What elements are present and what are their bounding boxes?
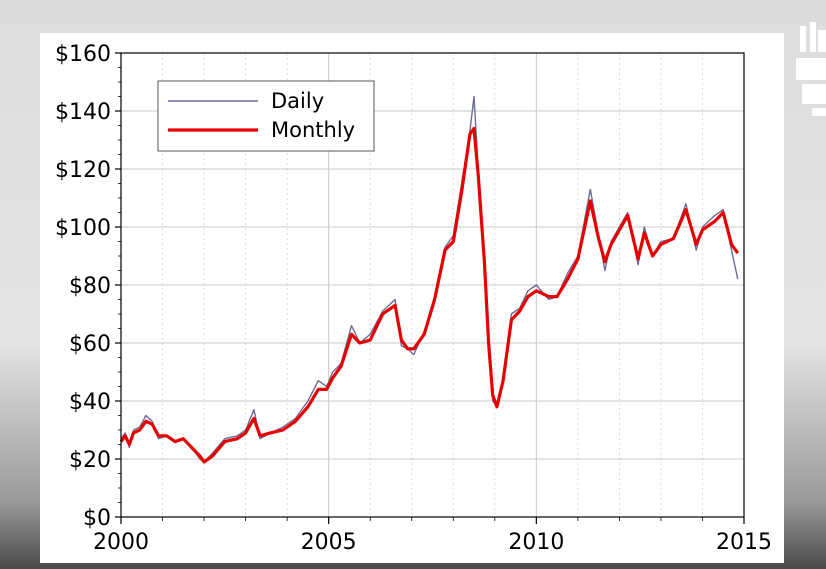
y-tick-label: $120: [55, 158, 111, 183]
y-tick-label: $80: [69, 274, 111, 299]
legend-label-monthly: Monthly: [271, 118, 355, 142]
x-tick-label: 2015: [716, 530, 772, 555]
y-tick-label: $20: [69, 448, 111, 473]
channel-logo-icon: [796, 22, 826, 116]
x-tick-label: 2005: [301, 530, 357, 555]
price-chart: $0$20$40$60$80$100$120$140$160 2000 2005 2…: [55, 42, 772, 555]
legend: Daily Monthly: [157, 80, 375, 152]
y-tick-label: $0: [83, 506, 111, 531]
tick-marks: [115, 52, 745, 524]
series-layer: [119, 95, 740, 464]
x-tick-labels: 2000 2005 2010 2015: [93, 530, 772, 555]
legend-label-daily: Daily: [271, 89, 324, 113]
legend-box: [157, 80, 375, 152]
y-tick-label: $60: [69, 332, 111, 357]
y-tick-labels: $0 $20 $40 $60 $80 $100 $120 $140 $160: [55, 42, 111, 531]
y-tick-label: $140: [55, 100, 111, 125]
chart-card: $0 $20 $40 $60 $80 $100 $120 $140 $160 2000 2005 2…: [40, 33, 784, 563]
x-tick-label: 2000: [93, 530, 149, 555]
y-tick-label: $160: [55, 42, 111, 67]
y-tick-label: $100: [55, 216, 111, 241]
series-line-monthly: [119, 126, 740, 464]
x-tick-label: 2010: [508, 530, 564, 555]
y-tick-label: $40: [69, 390, 111, 415]
